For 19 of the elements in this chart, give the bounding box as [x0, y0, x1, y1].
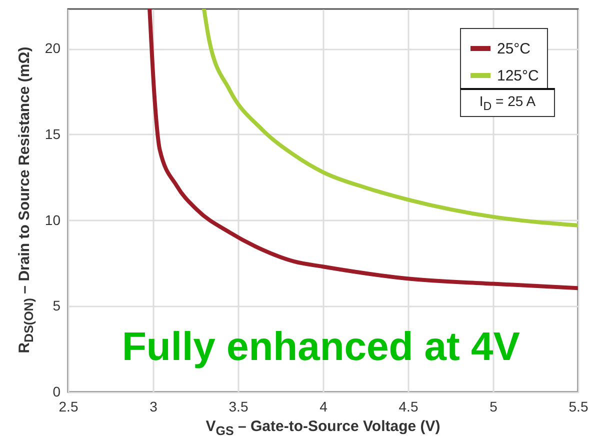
- y-tick-label: 15: [44, 126, 61, 142]
- x-tick-label: 2.5: [58, 398, 78, 414]
- x-tick-label: 5.5: [568, 398, 588, 414]
- legend-label: 25°C: [497, 40, 531, 58]
- annotation: I$_{D}$ = 25 A: [460, 88, 555, 117]
- y-tick-label: 5: [52, 298, 61, 314]
- x-tick-label: 3: [150, 398, 158, 414]
- x-tick-label: 4: [320, 398, 328, 414]
- y-tick-label: 20: [44, 40, 61, 56]
- x-tick-label: 3.5: [228, 398, 248, 414]
- legend-label: 125°C: [497, 68, 540, 84]
- annotation: Fully enhanced at 4V: [122, 325, 520, 370]
- x-tick-label: 5: [490, 398, 498, 414]
- y-tick-label: 0: [52, 384, 61, 400]
- line-series: [148, 9, 578, 290]
- x-axis-title: V$_{GS}$ – Gate-to-Source Voltage (V): [206, 418, 440, 438]
- y-tick-label: 10: [44, 212, 61, 228]
- line-series: [202, 9, 578, 228]
- x-tick-label: 4.5: [398, 398, 418, 414]
